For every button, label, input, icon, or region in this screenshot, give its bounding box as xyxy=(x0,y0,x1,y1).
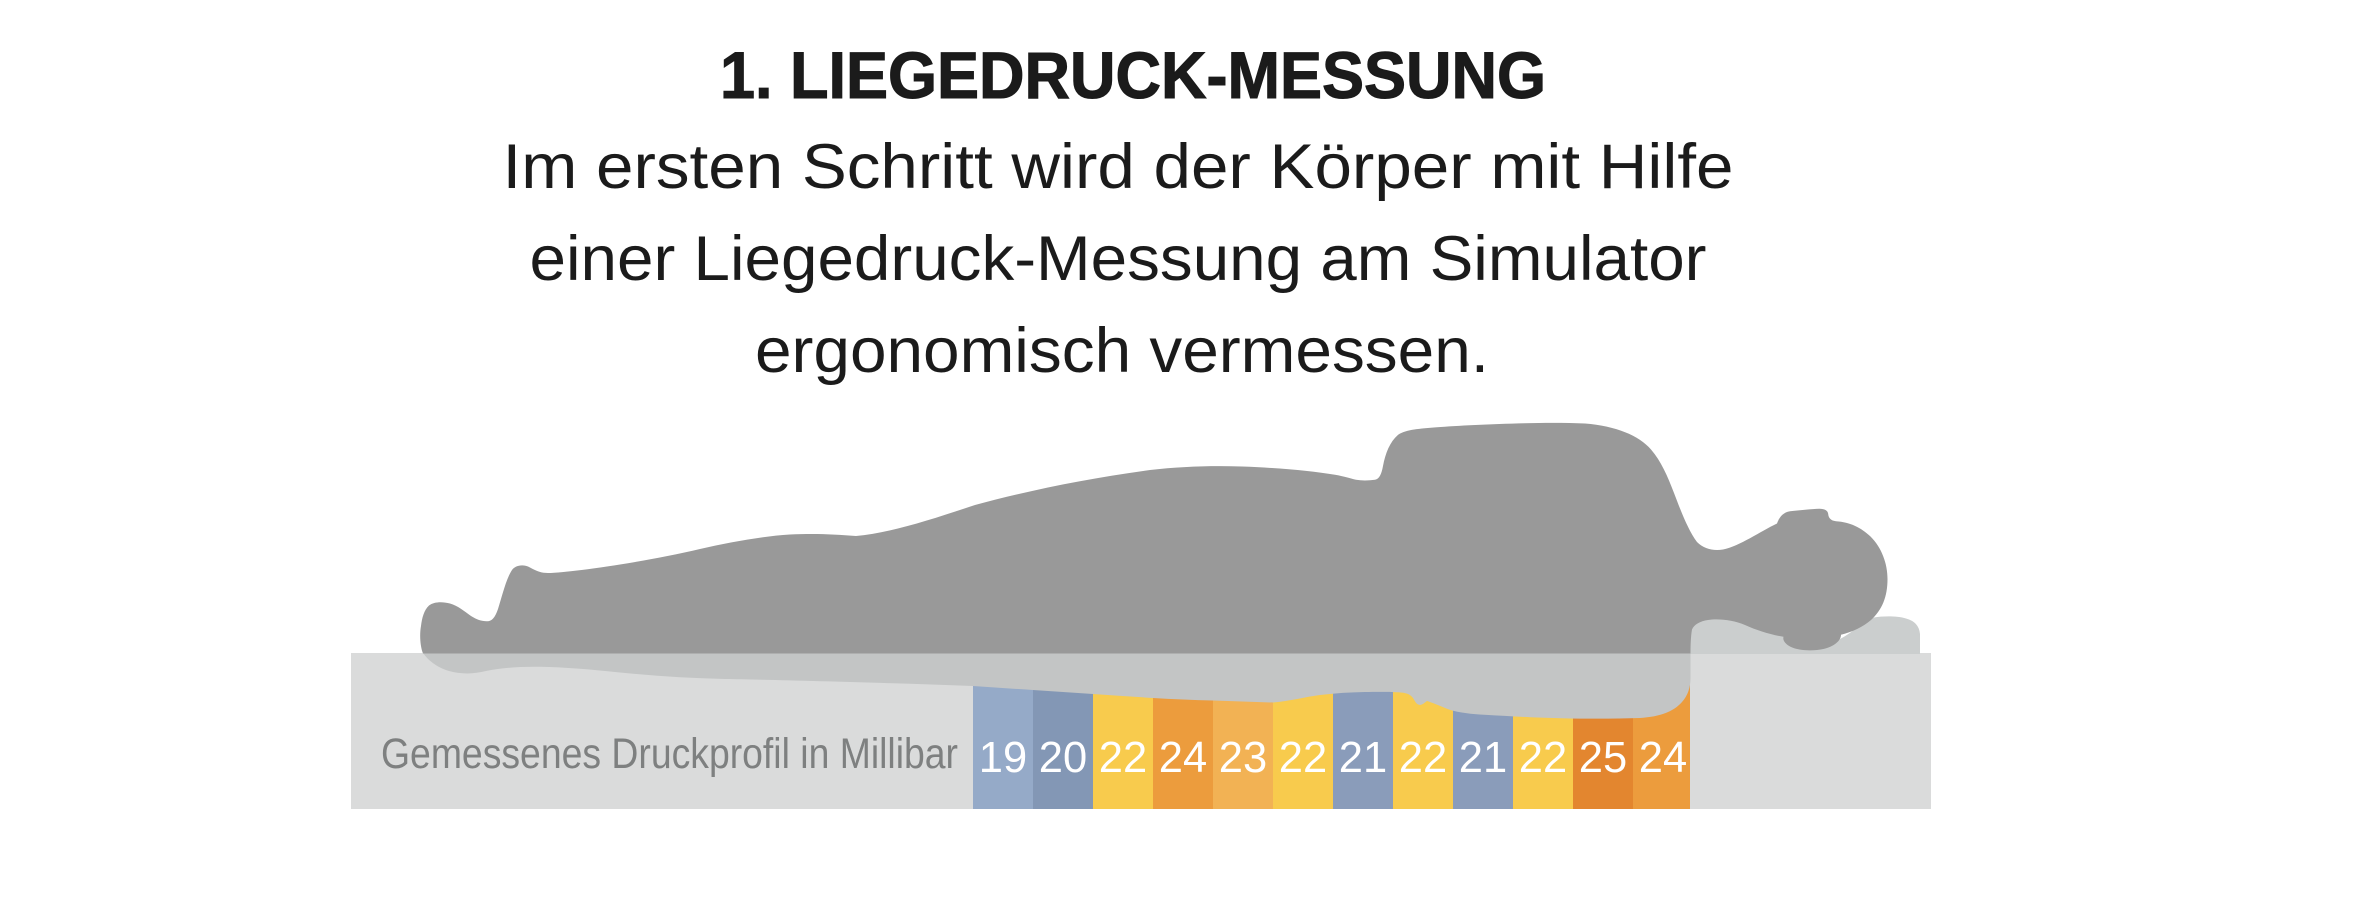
svg-text:Im ersten Schritt wird der Kör: Im ersten Schritt wird der Körper mit Hi… xyxy=(503,132,1734,202)
svg-text:25: 25 xyxy=(1579,734,1627,782)
svg-text:21: 21 xyxy=(1339,734,1387,782)
svg-text:20: 20 xyxy=(1039,734,1087,782)
svg-text:22: 22 xyxy=(1519,734,1567,782)
svg-text:1. LIEGEDRUCK-MESSUNG: 1. LIEGEDRUCK-MESSUNG xyxy=(720,38,1546,112)
svg-text:22: 22 xyxy=(1399,734,1447,782)
svg-text:ergonomisch vermessen.: ergonomisch vermessen. xyxy=(755,316,1489,386)
svg-text:Gemessenes Druckprofil in Mill: Gemessenes Druckprofil in Millibar xyxy=(381,731,958,778)
svg-text:21: 21 xyxy=(1459,734,1507,782)
svg-text:24: 24 xyxy=(1159,734,1207,782)
svg-text:24: 24 xyxy=(1639,734,1687,782)
svg-text:22: 22 xyxy=(1099,734,1147,782)
svg-text:23: 23 xyxy=(1219,734,1267,782)
svg-text:einer Liegedruck-Messung am Si: einer Liegedruck-Messung am Simulator xyxy=(530,224,1707,294)
svg-text:22: 22 xyxy=(1279,734,1327,782)
svg-text:19: 19 xyxy=(979,734,1027,782)
